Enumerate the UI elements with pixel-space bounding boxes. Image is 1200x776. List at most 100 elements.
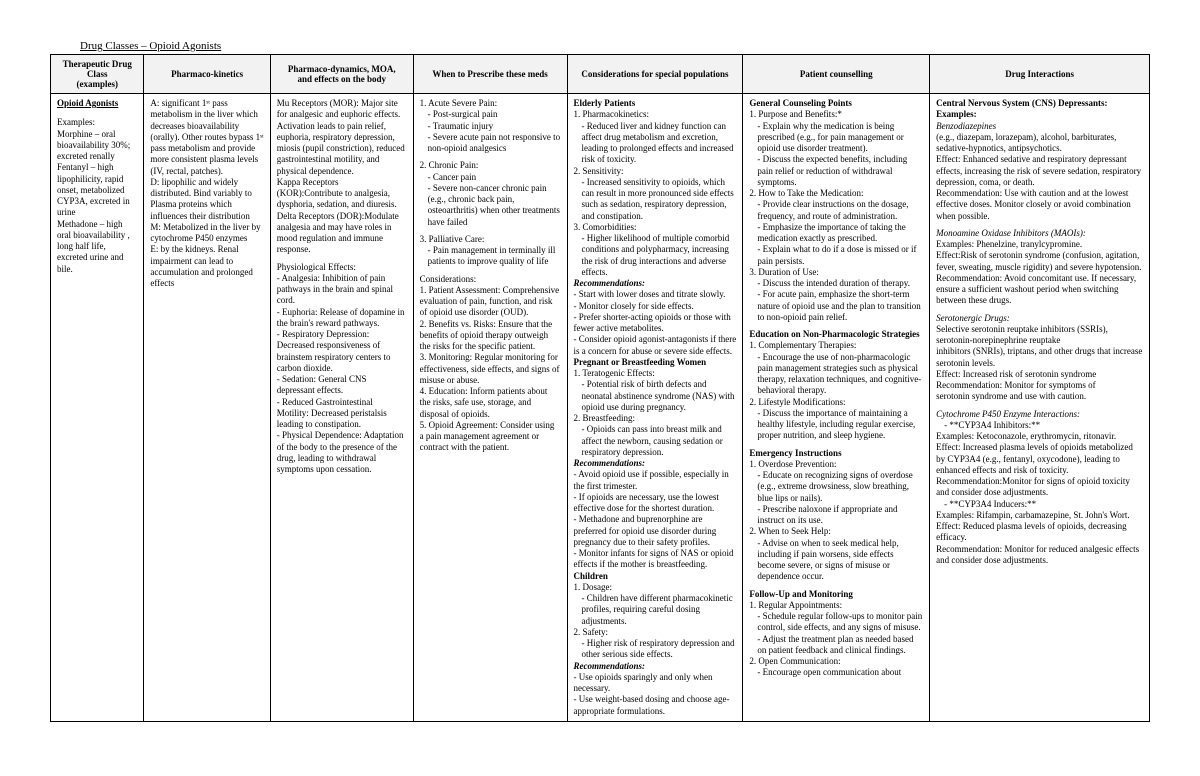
em2: 2. When to Seek Help: [749, 526, 923, 537]
cns-head: Central Nervous System (CNS) Depressants… [936, 98, 1143, 109]
header-interactions: Drug Interactions [930, 55, 1150, 94]
cyp-inh: - **CYP3A4 Inhibitors:** [936, 420, 1143, 431]
fu2a: - Encourage open communication about [749, 667, 923, 678]
cyp-inh-ex: Examples: Ketoconazole, erythromycin, ri… [936, 431, 1143, 442]
maoi-ex: Examples: Phenelzine, tranylcypromine. [936, 239, 1143, 250]
phys-1: - Analgesia: Inhibition of pain pathways… [277, 273, 407, 307]
children-head: Children [574, 571, 737, 582]
when-h2b: - Severe non-cancer chronic pain (e.g., … [420, 183, 561, 228]
pd-mor: Mu Receptors (MOR): Major site for analg… [277, 98, 407, 177]
cell-class: Opioid Agonists Examples: Morphine – ora… [51, 94, 144, 722]
cell-interactions: Central Nervous System (CNS) Depressants… [930, 94, 1150, 722]
preg-r4: - Monitor infants for signs of NAS or op… [574, 548, 737, 571]
header-pd: Pharmaco-dynamics, MOA, and effects on t… [270, 55, 413, 94]
when-h1: 1. Acute Severe Pain: [420, 98, 561, 109]
g1a: - Explain why the medication is being pr… [749, 121, 923, 155]
fu1a: - Schedule regular follow-ups to monitor… [749, 611, 923, 634]
g3: 3. Duration of Use: [749, 267, 923, 278]
when-h1b: - Traumatic injury [420, 121, 561, 132]
fu1: 1. Regular Appointments: [749, 600, 923, 611]
cons-1: 1. Patient Assessment: Comprehensive eva… [420, 285, 561, 319]
phys-2: - Euphoria: Release of dopamine in the b… [277, 307, 407, 330]
fu1b: - Adjust the treatment plan as needed ba… [749, 634, 923, 657]
preg-r3: - Methadone and buprenorphine are prefer… [574, 514, 737, 548]
preg-rec-head: Recommendations: [574, 458, 737, 469]
g3a: - Discuss the intended duration of thera… [749, 278, 923, 289]
table-header-row: Therapeutic Drug Class (examples) Pharma… [51, 55, 1150, 94]
header-special: Considerations for special populations [567, 55, 743, 94]
cyp-ind-eff: Effect: Reduced plasma levels of opioids… [936, 521, 1143, 544]
header-pd-l2: and effects on the body [277, 74, 407, 84]
preg-r2: - If opioids are necessary, use the lowe… [574, 492, 737, 515]
header-class-line1: Therapeutic Drug Class [57, 59, 137, 79]
sero-head: Serotonergic Drugs: [936, 313, 1143, 324]
phys-3: - Respiratory Depression: Decreased resp… [277, 329, 407, 374]
ch-rec-head: Recommendations: [574, 661, 737, 672]
phys-4: - Sedation: General CNS depressant effec… [277, 374, 407, 397]
cell-pd: Mu Receptors (MOR): Major site for analg… [270, 94, 413, 722]
eld-rec-head: Recommendations: [574, 278, 737, 289]
cyp-ind-rec: Recommendation: Monitor for reduced anal… [936, 544, 1143, 567]
benzo-eff: Effect: Enhanced sedative and respirator… [936, 154, 1143, 188]
when-h1c: - Severe acute pain not responsive to no… [420, 132, 561, 155]
class-heading: Opioid Agonists [57, 98, 137, 109]
cyp-ind: - **CYP3A4 Inducers:** [936, 499, 1143, 510]
eld-1: 1. Pharmacokinetics: [574, 109, 737, 120]
example-fentanyl: Fentanyl – high lipophilicity, rapid ons… [57, 162, 137, 218]
cyp-head: Cytochrome P450 Enzyme Interactions: [936, 409, 1143, 420]
eld-r1: - Start with lower doses and titrate slo… [574, 289, 737, 300]
eld-3: 3. Comorbidities: [574, 222, 737, 233]
header-class: Therapeutic Drug Class (examples) [51, 55, 144, 94]
g3b: - For acute pain, emphasize the short-te… [749, 289, 923, 323]
pk-a: A: significant 1ˢᵗ pass metabolism in th… [150, 98, 263, 177]
preg-1: 1. Teratogenic Effects: [574, 368, 737, 379]
gen-head: General Counseling Points [749, 98, 923, 109]
preg-2a: - Opioids can pass into breast milk and … [574, 424, 737, 458]
sero-rec2: serotonin syndrome and use with caution. [936, 391, 1143, 402]
np2a: - Discuss the importance of maintaining … [749, 408, 923, 442]
cons-4: 4. Education: Inform patients about the … [420, 386, 561, 420]
when-h2: 2. Chronic Pain: [420, 160, 561, 171]
preg-2: 2. Breastfeeding: [574, 413, 737, 424]
sero-rec: Recommendation: Monitor for symptoms of [936, 380, 1143, 391]
np1a: - Encourage the use of non-pharmacologic… [749, 352, 923, 397]
g2b: - Emphasize the importance of taking the… [749, 222, 923, 245]
header-pk: Pharmaco-kinetics [144, 55, 270, 94]
cons-3: 3. Monitoring: Regular monitoring for ef… [420, 352, 561, 386]
cyp-inh-eff: Effect: Increased plasma levels of opioi… [936, 442, 1143, 476]
header-when: When to Prescribe these meds [413, 55, 567, 94]
eld-r2: - Monitor closely for side effects. [574, 301, 737, 312]
ch-r2: - Use weight-based dosing and choose age… [574, 694, 737, 717]
ch-2a: - Higher risk of respiratory depression … [574, 638, 737, 661]
em2a: - Advise on when to seek medical help, i… [749, 538, 923, 583]
header-pd-l1: Pharmaco-dynamics, MOA, [277, 64, 407, 74]
g1b: - Discuss the expected benefits, includi… [749, 154, 923, 188]
phys-5: - Reduced Gastrointestinal Motility: Dec… [277, 397, 407, 431]
header-counsel: Patient counselling [743, 55, 930, 94]
pd-dor: Delta Receptors (DOR):Modulate analgesia… [277, 211, 407, 256]
preg-r1: - Avoid opioid use if possible, especial… [574, 469, 737, 492]
sero-ex: Selective serotonin reuptake inhibitors … [936, 324, 1143, 347]
ch-r1: - Use opioids sparingly and only when ne… [574, 672, 737, 695]
ch-1a: - Children have different pharmacokineti… [574, 593, 737, 627]
eld-r3: - Prefer shorter-acting opioids or those… [574, 312, 737, 335]
maoi-eff: Effect:Risk of serotonin syndrome (confu… [936, 250, 1143, 273]
np-head: Education on Non-Pharmacologic Strategie… [749, 329, 923, 340]
header-class-line2: (examples) [57, 79, 137, 89]
preg-1a: - Potential risk of birth defects and ne… [574, 379, 737, 413]
em1: 1. Overdose Prevention: [749, 459, 923, 470]
np1: 1. Complementary Therapies: [749, 340, 923, 351]
cons-2: 2. Benefits vs. Risks: Ensure that the b… [420, 319, 561, 353]
ch-2: 2. Safety: [574, 627, 737, 638]
page-title: Drug Classes – Opioid Agonists [80, 40, 1150, 52]
fu-head: Follow-Up and Monitoring [749, 589, 923, 600]
em1a: - Educate on recognizing signs of overdo… [749, 470, 923, 504]
when-h2a: - Cancer pain [420, 172, 561, 183]
eld-1a: - Reduced liver and kidney function can … [574, 121, 737, 166]
np2: 2. Lifestyle Modifications: [749, 397, 923, 408]
em-head: Emergency Instructions [749, 448, 923, 459]
eld-r4: - Consider opioid agonist-antagonists if… [574, 334, 737, 357]
cyp-ind-ex: Examples: Rifampin, carbamazepine, St. J… [936, 510, 1143, 521]
preg-head: Pregnant or Breastfeeding Women [574, 357, 737, 368]
cns-ex-head: Examples: [936, 109, 1143, 120]
